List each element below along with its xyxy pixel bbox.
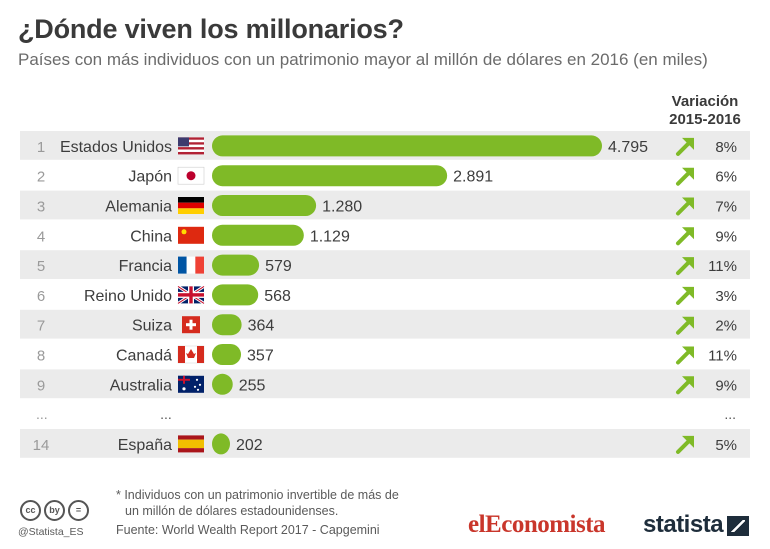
arrow-head-icon [682,286,694,299]
rank-label: 9 [37,377,45,394]
arrow-head-icon [682,435,694,448]
variation-header: Variación 2015-2016 [660,93,750,129]
source-note: Fuente: World Wealth Report 2017 - Capge… [116,523,380,537]
flag-spain-icon [178,435,204,453]
country-label: China [130,228,172,245]
value-label: 357 [247,348,274,365]
flag-france-icon [178,256,204,274]
rank-label: 7 [37,318,45,335]
rank-label: 6 [37,288,45,305]
rank-label: 14 [33,437,50,454]
bar [212,165,448,187]
cc-icon: cc [20,500,41,521]
change-label: 9% [715,377,737,394]
arrow-head-icon [682,167,694,180]
value-label: 364 [248,318,275,335]
flag-uk-icon [177,285,205,305]
no-derivatives-icon: = [68,500,89,521]
statista-logo: statista [643,511,724,538]
bar-chart: 1 Estados Unidos 4.795 8% 2 Japón 2.891 6% 3 Alem… [20,131,750,458]
variation-header-line2: 2015-2016 [669,111,741,128]
rank-label: 4 [37,228,45,245]
bar [212,373,233,395]
bar [212,254,260,276]
creative-commons-badges: cc by = [20,500,89,521]
change-label: 3% [715,288,737,305]
change-label: 2% [715,318,737,335]
statista-handle: @Statista_ES [18,526,84,538]
change-label: 11% [708,258,737,275]
flag-switzerland-icon [182,316,200,334]
value-label: 1.129 [310,228,350,245]
value-label: 202 [236,437,263,454]
arrow-head-icon [682,137,694,150]
flag-usa-icon [178,137,204,155]
flag-canada-icon [177,345,205,364]
rank-label: 3 [37,199,45,216]
rank-label: 2 [37,169,45,186]
change-label: 8% [715,139,737,156]
rank-label: 8 [37,348,45,365]
flag-japan-icon [177,166,205,185]
country-label: Suiza [132,318,172,335]
value-label: 4.795 [608,139,648,156]
row-stripe [20,250,750,279]
country-label: Estados Unidos [60,139,172,156]
change-label: 5% [715,437,737,454]
country-label: Japón [128,169,172,186]
value-label: 568 [264,288,291,305]
attribution-icon: by [44,500,65,521]
bar [212,195,317,216]
footnote-line2: un millón de dólares estadounidenses. [125,504,339,518]
bar [212,344,242,365]
row-stripe [20,369,750,399]
ellipsis-country: ... [160,406,172,422]
arrow-head-icon [682,227,694,240]
country-label: Francia [119,258,172,275]
row-stripe [20,309,750,339]
rank-label: 1 [37,139,45,156]
row-stripe [20,190,750,220]
ellipsis-change: ... [724,406,736,422]
statista-logo-icon [727,516,749,536]
ellipsis-rank: ... [36,406,48,422]
footnote: * Individuos con un patrimonio invertibl… [116,487,399,519]
value-label: 579 [265,258,292,275]
footnote-line1: * Individuos con un patrimonio invertibl… [116,488,399,502]
value-label: 1.280 [322,199,362,216]
arrow-head-icon [682,197,694,210]
change-label: 7% [715,199,737,216]
change-label: 9% [715,228,737,245]
country-label: Canadá [116,348,172,365]
change-label: 6% [715,169,737,186]
arrow-head-icon [682,346,694,359]
bar [212,135,602,157]
flag-australia-icon [178,375,204,393]
bar [212,433,230,455]
arrow-head-icon [682,257,694,270]
rank-label: 5 [37,258,45,275]
country-label: Australia [110,377,172,394]
eleconomista-logo: elEconomista [468,511,606,538]
chart-title: ¿Dónde viven los millonarios? [18,14,404,44]
country-label: España [118,437,172,454]
country-label: Reino Unido [84,288,172,305]
arrow-head-icon [682,316,694,329]
bar [212,284,259,306]
flag-germany-icon [178,197,204,214]
chart-subtitle: Países con más individuos con un patrimo… [18,50,708,69]
bar [212,314,242,336]
bar [212,224,304,246]
country-label: Alemania [105,199,172,216]
arrow-head-icon [682,376,694,389]
change-label: 11% [708,348,737,365]
value-label: 255 [239,377,266,394]
row-stripe [20,429,750,458]
variation-header-line1: Variación [671,93,739,110]
flag-china-icon [178,226,204,244]
value-label: 2.891 [453,169,493,186]
